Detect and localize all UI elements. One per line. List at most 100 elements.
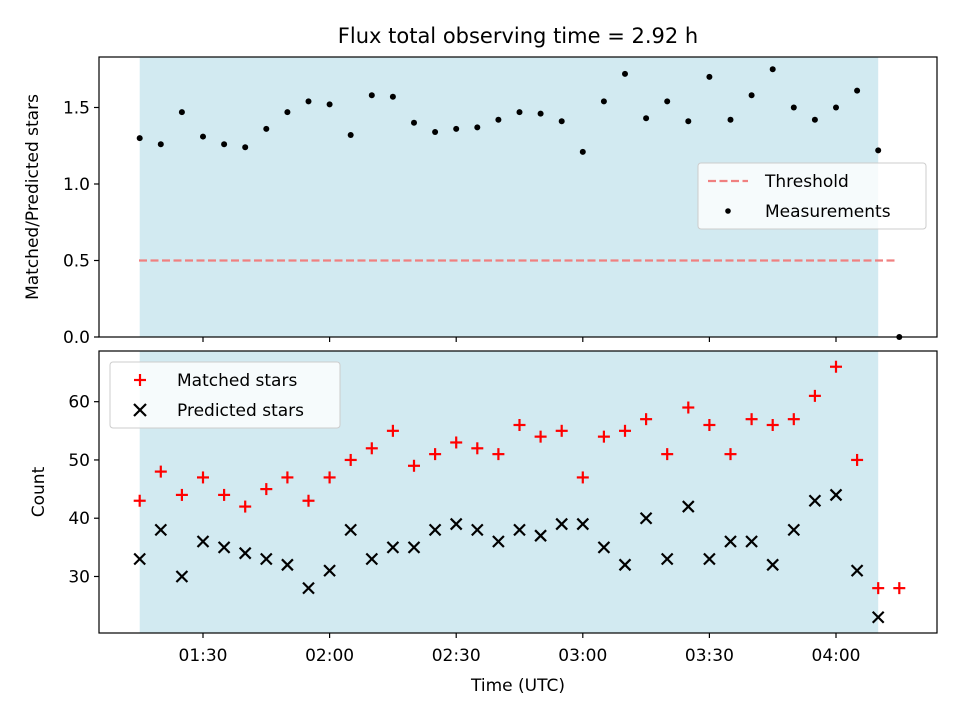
predicted-star-point <box>808 494 822 508</box>
matched-star-point <box>260 483 273 496</box>
matched-star-point <box>745 413 758 426</box>
x-tick-label: 04:00 <box>812 646 861 666</box>
matched-star-point <box>534 430 547 443</box>
measurement-point <box>664 98 671 105</box>
measurement-point <box>643 115 650 122</box>
matched-star-point <box>302 494 315 507</box>
matched-star-point <box>872 582 885 595</box>
matched-star-point <box>218 488 231 501</box>
measurement-point <box>326 101 333 108</box>
ratio-legend: Threshold Measurements <box>697 162 927 230</box>
matched-star-point <box>344 453 357 466</box>
predicted-star-point <box>302 581 315 595</box>
matched-stars-points <box>133 360 906 595</box>
predicted-star-point <box>492 535 505 548</box>
predicted-star-point <box>639 511 653 525</box>
y-tick-label: 60 <box>68 393 90 413</box>
count-y-ticks: 30 40 50 60 <box>68 393 99 587</box>
measurement-point <box>221 141 228 148</box>
ratio-y-axis-label: Matched/Predicted stars <box>23 94 43 300</box>
predicted-stars-points <box>133 488 885 624</box>
predicted-star-point <box>238 546 252 560</box>
y-tick-label: 0.0 <box>63 328 90 348</box>
measurement-point <box>516 109 523 116</box>
count-plot-frame <box>98 350 938 634</box>
predicted-star-point <box>660 552 674 566</box>
legend-measurements-swatch <box>725 208 731 214</box>
x-tick-label: 03:30 <box>685 646 734 666</box>
ratio-x-ticks <box>202 337 837 342</box>
measurement-point <box>622 70 628 77</box>
measurement-point <box>495 116 502 123</box>
matched-star-point <box>851 453 864 466</box>
predicted-star-point <box>745 535 758 548</box>
count-legend: Matched stars Predicted stars <box>109 361 341 429</box>
predicted-star-point <box>449 517 463 531</box>
measurement-point <box>854 87 861 94</box>
legend-matched-swatch <box>134 374 146 386</box>
y-tick-label: 0.5 <box>63 251 90 271</box>
predicted-star-point <box>682 500 695 513</box>
predicted-star-point <box>217 541 231 554</box>
predicted-star-point <box>534 529 547 542</box>
matched-star-point <box>281 471 294 484</box>
predicted-star-point <box>260 552 273 566</box>
matched-star-point <box>682 401 695 414</box>
measurement-point <box>178 109 185 116</box>
y-tick-label: 1.0 <box>63 175 90 195</box>
y-tick-label: 1.5 <box>63 98 90 118</box>
predicted-star-point <box>407 541 421 554</box>
predicted-star-point <box>576 517 590 531</box>
matched-star-point <box>661 448 674 461</box>
matched-star-point <box>640 413 653 426</box>
measurement-point <box>769 66 776 73</box>
predicted-star-point <box>471 523 484 537</box>
legend-matched-label: Matched stars <box>177 371 297 391</box>
predicted-star-point <box>513 523 526 537</box>
count-x-ticks: 01:30 02:00 02:30 03:00 03:30 04:00 <box>179 633 861 666</box>
predicted-star-point <box>281 558 294 572</box>
predicted-star-point <box>871 610 885 624</box>
matched-star-point <box>133 494 146 507</box>
legend-predicted-swatch <box>133 403 147 417</box>
measurement-point <box>136 135 143 142</box>
matched-star-point <box>450 436 463 449</box>
predicted-star-point <box>196 535 210 548</box>
matched-star-point <box>766 418 779 431</box>
measurement-point <box>685 118 692 125</box>
measurement-point <box>157 141 164 148</box>
x-axis-label: Time (UTC) <box>470 676 565 696</box>
predicted-star-point <box>787 523 801 537</box>
matched-star-point <box>513 418 526 431</box>
predicted-star-point <box>175 570 189 583</box>
predicted-star-point <box>154 523 168 537</box>
ratio-panel: 0.0 0.5 1.0 1.5 Matched/Predicted stars Thr… <box>23 56 938 348</box>
ratio-plot-frame <box>98 56 938 338</box>
measurement-point <box>537 110 544 117</box>
measurement-point <box>242 144 249 151</box>
matched-star-point <box>576 471 589 484</box>
measurement-point <box>600 98 607 105</box>
ratio-legend-box <box>697 162 927 230</box>
predicted-star-point <box>829 488 843 502</box>
y-tick-label: 30 <box>68 567 90 587</box>
measurement-point <box>453 125 460 132</box>
predicted-star-point <box>428 523 442 537</box>
predicted-star-point <box>344 523 357 537</box>
measurement-point <box>284 109 291 116</box>
matched-star-point <box>492 448 505 461</box>
y-tick-label: 40 <box>68 509 90 529</box>
measurement-point <box>263 125 270 132</box>
y-tick-label: 50 <box>68 451 90 471</box>
predicted-star-point <box>766 558 779 572</box>
predicted-star-point <box>724 535 737 548</box>
measurement-point <box>347 132 354 139</box>
matched-star-point <box>239 500 252 513</box>
measurement-point <box>389 93 396 100</box>
measurement-point <box>368 92 375 99</box>
matched-star-point <box>408 459 420 472</box>
measurement-point <box>790 104 797 111</box>
measurement-point <box>727 116 734 123</box>
